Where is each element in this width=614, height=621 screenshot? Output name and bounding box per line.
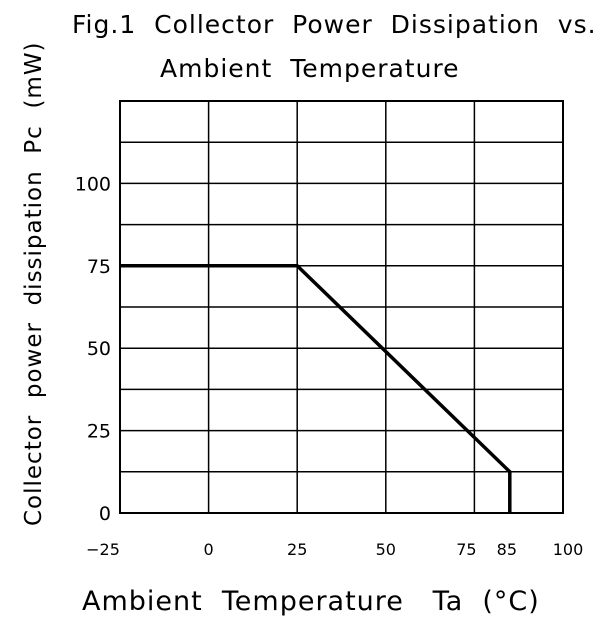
x-tick-label: 0 [204,540,214,559]
x-axis-label: Ambient Temperature Ta (°C) [82,586,540,617]
y-tick-label: 50 [87,338,111,360]
derating-curve [120,264,512,513]
y-tick-label: 0 [99,503,111,525]
x-tick-label: 85 [497,540,517,559]
x-tick-label: −25 [86,540,120,559]
x-tick-label: 25 [287,540,307,559]
y-tick-label: 100 [75,173,111,195]
series-layer [120,264,512,513]
plot-frame [119,100,564,514]
chart-title-line1: Fig.1 Collector Power Dissipation vs. [72,10,597,39]
x-tick-label: 75 [456,540,476,559]
y-tick-labels: 0 25 50 75 100 [75,173,111,525]
x-tick-label: 50 [376,540,396,559]
x-tick-labels: −25 0 25 50 75 85 100 [86,540,583,559]
y-tick-label: 75 [87,256,111,278]
y-tick-label: 25 [87,421,111,443]
chart-grid [120,101,563,513]
y-axis-label: Collector power dissipation Pc (mW) [21,41,47,526]
x-tick-label: 100 [553,540,584,559]
chart-title-line2: Ambient Temperature [160,54,460,83]
